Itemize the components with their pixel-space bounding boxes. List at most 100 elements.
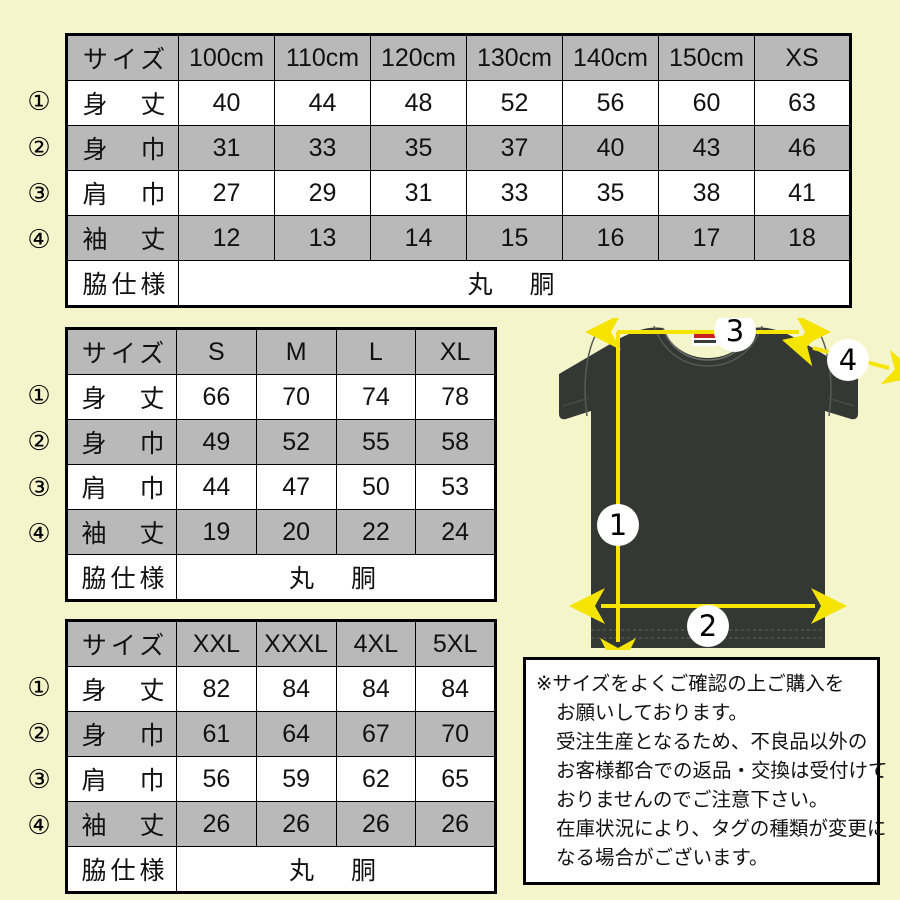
measurement-value: 37 <box>466 125 563 171</box>
measurement-value: 38 <box>658 170 755 216</box>
size-table-adult-large: サイズ XXL XXXL 4XL 5XL 身 丈 82 84 84 84 身 巾 61 64 67 70 肩 … <box>65 619 497 894</box>
callout-sleeve-length: 4 <box>827 339 869 381</box>
side-spec-label: 脇仕様 <box>66 846 177 893</box>
notice-line: 受注生産となるため、不良品以外の <box>556 731 868 753</box>
measurement-value: 26 <box>415 801 496 847</box>
measurement-label: 肩 巾 <box>66 464 177 510</box>
measurement-value: 48 <box>370 80 467 126</box>
measurement-value: 66 <box>176 374 257 420</box>
table-row: 身 巾 61 64 67 70 <box>66 711 496 757</box>
column-header: 5XL <box>415 620 496 667</box>
measurement-value: 26 <box>176 801 257 847</box>
side-spec-value: 丸 胴 <box>176 846 496 893</box>
table-footer-row: 脇仕様丸 胴 <box>66 846 496 893</box>
table-row: 肩 巾 27 29 31 33 35 38 41 <box>66 170 851 216</box>
measurement-value: 33 <box>274 125 371 171</box>
measurement-label: 身 巾 <box>66 711 177 757</box>
measurement-value: 20 <box>255 509 337 555</box>
side-spec-label: 脇仕様 <box>66 554 177 601</box>
column-header: 110cm <box>274 34 371 81</box>
table-row: 袖 丈 26 26 26 26 <box>66 801 496 847</box>
purchase-notice-box: ※サイズをよくご確認の上ご購入を お願いしております。 受注生産となるため、不良品以… <box>523 657 888 885</box>
size-table-kids: サイズ 100cm 110cm 120cm 130cm 140cm 150cm XS 身 丈 40… <box>65 33 852 308</box>
measurement-value: 59 <box>255 756 337 802</box>
row-marker: ③ <box>27 179 51 209</box>
measurement-value: 84 <box>255 666 337 712</box>
measurement-value: 31 <box>178 125 275 171</box>
table-row: 袖 丈 12 13 14 15 16 17 18 <box>66 215 851 261</box>
row-marker: ③ <box>27 473 51 503</box>
header-size-label: サイズ <box>66 328 177 375</box>
row-marker-gutter-adult-small: ① ② ③ ④ <box>18 327 60 603</box>
svg-text:3: 3 <box>726 318 744 348</box>
header-size-label: サイズ <box>66 620 177 667</box>
measurement-value: 17 <box>658 215 755 261</box>
column-header: 130cm <box>466 34 563 81</box>
column-header: XXXL <box>255 620 337 667</box>
column-header: L <box>335 328 417 375</box>
measurement-label: 袖 丈 <box>66 215 179 261</box>
table-header-row: サイズ S M L XL <box>66 328 496 375</box>
column-header: 140cm <box>562 34 659 81</box>
column-header: 4XL <box>335 620 417 667</box>
notice-line: 在庫状況により、タグの種類が変更に <box>556 818 887 840</box>
table-row: 身 丈 82 84 84 84 <box>66 666 496 712</box>
row-marker: ① <box>27 87 51 117</box>
size-table-adult-small: サイズ S M L XL 身 丈 66 70 74 78 身 巾 49 52 55 58 肩 巾 44 47 50 5… <box>65 327 497 602</box>
measurement-value: 22 <box>335 509 417 555</box>
table-row: 身 巾 31 33 35 37 40 43 46 <box>66 125 851 171</box>
measurement-value: 52 <box>466 80 563 126</box>
tshirt-measurement-diagram: 1 2 3 4 <box>555 318 900 650</box>
row-marker: ① <box>27 381 51 411</box>
tshirt-silhouette <box>559 327 858 648</box>
table-row: 身 巾 49 52 55 58 <box>66 419 496 465</box>
measurement-value: 44 <box>274 80 371 126</box>
measurement-value: 47 <box>255 464 337 510</box>
measurement-value: 60 <box>658 80 755 126</box>
row-marker: ④ <box>27 225 51 255</box>
measurement-label: 身 丈 <box>66 666 177 712</box>
row-marker-gutter-kids: ① ② ③ ④ <box>18 33 60 309</box>
measurement-value: 18 <box>754 215 851 261</box>
measurement-value: 41 <box>754 170 851 216</box>
measurement-value: 65 <box>415 756 496 802</box>
row-marker: ② <box>27 427 51 457</box>
measurement-value: 64 <box>255 711 337 757</box>
measurement-label: 袖 丈 <box>66 801 177 847</box>
measurement-value: 40 <box>562 125 659 171</box>
row-marker: ④ <box>27 519 51 549</box>
table-row: 身 丈 40 44 48 52 56 60 63 <box>66 80 851 126</box>
side-spec-label: 脇仕様 <box>66 260 179 307</box>
measurement-value: 56 <box>562 80 659 126</box>
callout-shoulder-width: 3 <box>714 318 756 352</box>
measurement-label: 身 丈 <box>66 374 177 420</box>
measurement-value: 50 <box>335 464 417 510</box>
callout-body-length: 1 <box>597 504 639 546</box>
side-spec-value: 丸 胴 <box>178 260 851 307</box>
notice-line: なる場合がございます。 <box>556 847 769 869</box>
column-header: XXL <box>176 620 257 667</box>
table-row: 身 丈 66 70 74 78 <box>66 374 496 420</box>
column-header: XL <box>415 328 496 375</box>
callout-body-width: 2 <box>687 605 729 647</box>
measurement-label: 袖 丈 <box>66 509 177 555</box>
measurement-value: 26 <box>255 801 337 847</box>
row-marker-gutter-adult-large: ① ② ③ ④ <box>18 619 60 895</box>
measurement-label: 身 丈 <box>66 80 179 126</box>
row-marker: ④ <box>27 811 51 841</box>
table-row: 肩 巾 56 59 62 65 <box>66 756 496 802</box>
row-marker: ① <box>27 673 51 703</box>
measurement-value: 27 <box>178 170 275 216</box>
measurement-value: 29 <box>274 170 371 216</box>
measurement-value: 33 <box>466 170 563 216</box>
measurement-value: 61 <box>176 711 257 757</box>
measurement-label: 身 巾 <box>66 419 177 465</box>
row-marker: ③ <box>27 765 51 795</box>
column-header: S <box>176 328 257 375</box>
measurement-value: 43 <box>658 125 755 171</box>
measurement-label: 肩 巾 <box>66 756 177 802</box>
measurement-value: 78 <box>415 374 496 420</box>
measurement-label: 身 巾 <box>66 125 179 171</box>
measurement-value: 62 <box>335 756 417 802</box>
